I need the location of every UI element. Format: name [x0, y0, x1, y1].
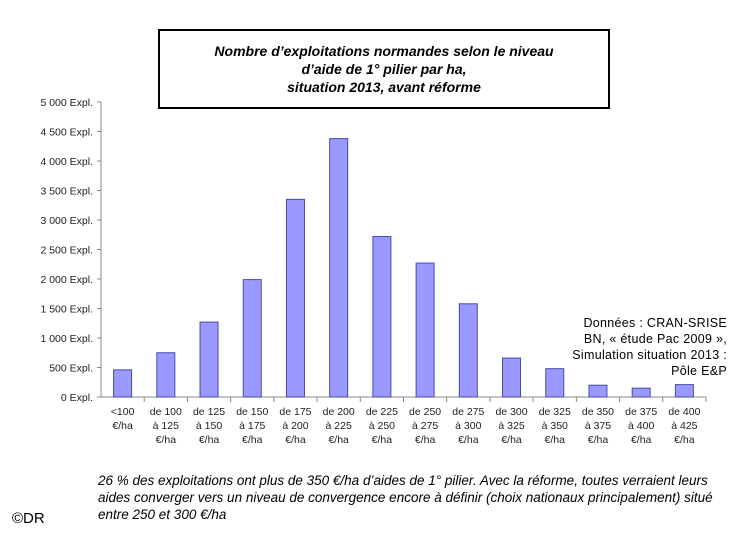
- chart-title-line: Nombre d’exploitations normandes selon l…: [214, 43, 554, 59]
- x-tick-label: de 400: [668, 406, 700, 418]
- x-tick-label: €/ha: [156, 434, 177, 446]
- x-tick-label: €/ha: [199, 434, 220, 446]
- bar-chart: 0 Expl. 500 Expl. 1 000 Expl. 1 500 Expl. 2 …: [40, 97, 707, 446]
- x-tick-label: €/ha: [285, 434, 306, 446]
- x-tick-label: à 325: [498, 420, 524, 432]
- bar: [113, 369, 133, 398]
- x-tick-label: €/ha: [242, 434, 263, 446]
- y-tick-label: 3 500 Expl.: [40, 186, 93, 198]
- bar: [631, 387, 651, 398]
- x-tick-label: <100: [111, 406, 135, 418]
- x-tick-label: à 375: [585, 420, 611, 432]
- bar: [242, 279, 262, 398]
- chart-title-line: d’aide de 1° pilier par ha,: [301, 61, 467, 77]
- chart-title-line: situation 2013, avant réforme: [287, 79, 481, 95]
- x-tick-label: à 200: [282, 420, 308, 432]
- y-tick-label: 0 Expl.: [61, 392, 93, 404]
- source-line: Pôle E&P: [671, 364, 727, 378]
- y-tick-label: 1 000 Expl.: [40, 333, 93, 345]
- source-line: Données : CRAN-SRISE: [583, 316, 727, 330]
- bar: [329, 138, 349, 398]
- x-tick-label: €/ha: [545, 434, 566, 446]
- x-tick-label: à 275: [412, 420, 438, 432]
- y-tick-label: 1 500 Expl.: [40, 304, 93, 316]
- y-tick-label: 2 500 Expl.: [40, 245, 93, 257]
- bar: [285, 198, 305, 398]
- x-tick-label: €/ha: [674, 434, 695, 446]
- x-tick-label: à 225: [326, 420, 352, 432]
- x-tick-label: à 150: [196, 420, 222, 432]
- x-tick-label: à 125: [153, 420, 179, 432]
- x-tick-label: de 375: [625, 406, 657, 418]
- x-tick-label: de 325: [539, 406, 571, 418]
- x-tick-label: de 175: [279, 406, 311, 418]
- y-tick-label: 500 Expl.: [49, 363, 93, 375]
- x-tick-label: de 300: [495, 406, 527, 418]
- x-tick-label: à 300: [455, 420, 481, 432]
- y-tick-label: 2 000 Expl.: [40, 274, 93, 286]
- y-tick-label: 5 000 Expl.: [40, 97, 93, 109]
- bar: [545, 368, 565, 398]
- x-tick-label: à 175: [239, 420, 265, 432]
- x-tick-label: €/ha: [631, 434, 652, 446]
- bar: [372, 236, 392, 398]
- bar: [674, 384, 694, 398]
- bar: [458, 303, 478, 398]
- y-tick-label: 3 000 Expl.: [40, 215, 93, 227]
- x-tick-label: de 350: [582, 406, 614, 418]
- x-tick-label: de 225: [366, 406, 398, 418]
- x-tick-label: €/ha: [112, 420, 133, 432]
- photo-credit: ©DR: [12, 510, 45, 527]
- x-tick-label: €/ha: [588, 434, 609, 446]
- x-tick-label: de 275: [452, 406, 484, 418]
- caption-text: 26 % des exploitations ont plus de 350 €…: [98, 473, 713, 522]
- y-tick-label: 4 000 Expl.: [40, 156, 93, 168]
- x-tick-label: à 400: [628, 420, 654, 432]
- bar: [199, 321, 219, 398]
- bar: [588, 384, 608, 398]
- x-tick-label: de 200: [323, 406, 355, 418]
- x-tick-label: de 150: [236, 406, 268, 418]
- x-tick-label: €/ha: [458, 434, 479, 446]
- bar: [156, 352, 176, 398]
- x-tick-label: €/ha: [328, 434, 349, 446]
- bar: [415, 262, 435, 398]
- bar: [502, 357, 522, 398]
- x-tick-label: à 350: [542, 420, 568, 432]
- chart-title: Nombre d’exploitations normandes selon l…: [158, 29, 610, 109]
- x-tick-label: de 125: [193, 406, 225, 418]
- x-tick-label: €/ha: [372, 434, 393, 446]
- x-tick-label: de 100: [150, 406, 182, 418]
- data-source-note: Données : CRAN-SRISE BN, « étude Pac 200…: [497, 315, 727, 379]
- x-tick-label: à 425: [671, 420, 697, 432]
- source-line: BN, « étude Pac 2009 »,: [583, 332, 727, 346]
- x-tick-label: de 250: [409, 406, 441, 418]
- x-tick-label: €/ha: [501, 434, 522, 446]
- x-tick-label: €/ha: [415, 434, 436, 446]
- x-tick-label: à 250: [369, 420, 395, 432]
- source-line: Simulation situation 2013 :: [572, 348, 727, 362]
- y-tick-label: 4 500 Expl.: [40, 127, 93, 139]
